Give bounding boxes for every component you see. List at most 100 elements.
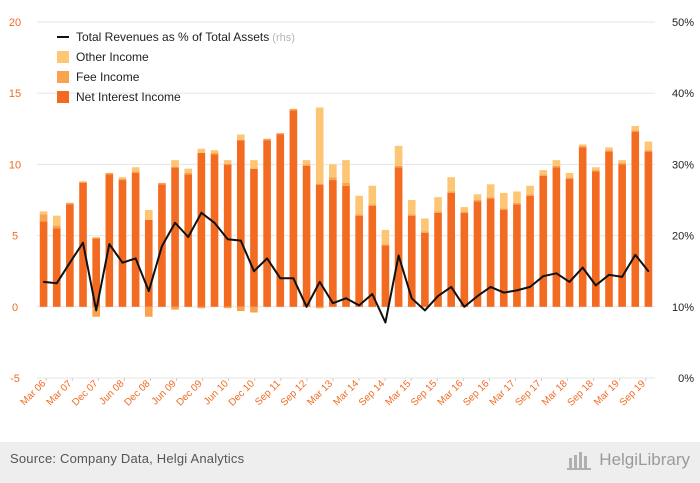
bar-segment bbox=[144, 306, 153, 317]
bar-segment bbox=[302, 164, 311, 166]
ratio-line-point bbox=[279, 277, 282, 280]
bar-segment bbox=[66, 202, 74, 205]
bar-segment bbox=[210, 150, 219, 154]
bar-segment bbox=[513, 202, 521, 205]
bar-segment bbox=[618, 160, 626, 163]
x-tick-label: Dec 08 bbox=[122, 378, 152, 408]
bar-segment bbox=[513, 191, 521, 203]
bar-segment bbox=[368, 204, 377, 206]
left-tick-label: -5 bbox=[10, 373, 20, 385]
ratio-line-point bbox=[621, 276, 623, 278]
legend-swatch bbox=[57, 51, 69, 63]
bar-segment bbox=[499, 208, 508, 210]
bar-segment bbox=[250, 306, 258, 313]
right-tick-label: 50% bbox=[672, 17, 694, 29]
bar-segment bbox=[605, 147, 613, 151]
bar-segment bbox=[236, 134, 245, 141]
right-tick-label: 40% bbox=[672, 88, 694, 100]
ratio-line bbox=[42, 211, 650, 324]
bar-segment bbox=[144, 219, 153, 307]
bar-segment bbox=[39, 214, 48, 222]
ratio-line-point bbox=[82, 241, 84, 244]
x-tick-label: Dec 10 bbox=[227, 378, 257, 408]
ratio-line-point bbox=[397, 254, 400, 257]
helgi-library-logo: HelgiLibrary bbox=[567, 448, 690, 472]
ratio-line-point bbox=[226, 238, 229, 240]
left-tick-label: 15 bbox=[9, 88, 21, 100]
ratio-line-point bbox=[253, 270, 255, 273]
x-tick-label: Mar 19 bbox=[592, 378, 622, 408]
bar-segment bbox=[578, 147, 587, 307]
x-tick-label: Sep 18 bbox=[566, 378, 596, 408]
bar-segment bbox=[184, 168, 193, 173]
bar-segment bbox=[460, 207, 469, 212]
bar-segment bbox=[631, 130, 640, 132]
bar-segment bbox=[552, 165, 561, 168]
bar-segment bbox=[592, 170, 600, 172]
ratio-line-point bbox=[121, 261, 124, 264]
ratio-line-point bbox=[292, 277, 295, 280]
bar-segment bbox=[539, 174, 548, 176]
bar-segment bbox=[394, 165, 403, 168]
bar-segment bbox=[381, 245, 390, 307]
bar-segment bbox=[302, 165, 311, 307]
x-tick-label: Mar 06 bbox=[19, 378, 49, 408]
x-tick-label: Dec 09 bbox=[175, 378, 205, 408]
ratio-line-point bbox=[647, 270, 650, 273]
bar-segment bbox=[526, 185, 534, 195]
bar-segment bbox=[302, 160, 311, 165]
bar-segment bbox=[434, 212, 442, 307]
bar-segment bbox=[618, 164, 626, 307]
ratio-line-point bbox=[240, 239, 242, 242]
bar-segment bbox=[578, 144, 587, 146]
x-tick-label: Jun 09 bbox=[150, 378, 179, 407]
ratio-line-point bbox=[108, 243, 111, 245]
ratio-line-point bbox=[266, 257, 268, 260]
ratio-line-point bbox=[147, 290, 150, 292]
ratio-line-point bbox=[542, 275, 545, 277]
bar-segment bbox=[315, 107, 324, 185]
bar-segment bbox=[52, 225, 61, 229]
bar-segment bbox=[447, 191, 456, 193]
bar-segment bbox=[236, 140, 245, 307]
bar-segment bbox=[342, 160, 350, 183]
library-building-icon bbox=[567, 452, 592, 470]
bar-segment bbox=[499, 209, 508, 307]
ratio-line-point bbox=[305, 306, 308, 308]
bar-segment bbox=[552, 167, 561, 307]
x-tick-label: Mar 07 bbox=[45, 378, 75, 408]
ratio-line-point bbox=[42, 281, 45, 283]
source-note: Source: Company Data, Helgi Analytics bbox=[10, 451, 245, 466]
ratio-line-point bbox=[489, 286, 492, 288]
bar-segment bbox=[144, 209, 153, 220]
bar-segment bbox=[92, 306, 100, 317]
ratio-line-point bbox=[555, 272, 558, 275]
ratio-line-point bbox=[187, 236, 190, 238]
bar-segment bbox=[92, 238, 100, 307]
ratio-line-point bbox=[332, 302, 334, 305]
right-tick-label: 20% bbox=[672, 231, 694, 243]
x-tick-label: Sep 19 bbox=[618, 378, 648, 408]
bar-segment bbox=[329, 164, 337, 178]
right-tick-label: 30% bbox=[672, 159, 694, 171]
ratio-line-point bbox=[318, 281, 321, 283]
bar-segment bbox=[618, 162, 626, 165]
ratio-line-point bbox=[213, 221, 216, 224]
legend: Total Revenues as % of Total Assets (rhs… bbox=[57, 30, 295, 104]
bar-segment bbox=[236, 306, 245, 312]
bar-segment bbox=[131, 172, 140, 307]
x-tick-label: Sep 15 bbox=[409, 378, 439, 408]
x-tick-label: Sep 16 bbox=[461, 378, 491, 408]
bar-segment bbox=[605, 151, 613, 307]
ratio-line-point bbox=[371, 293, 374, 295]
bar-segment bbox=[250, 160, 258, 169]
bar-segment bbox=[499, 192, 508, 209]
bar-segment bbox=[447, 192, 456, 307]
x-tick-label: Dec 07 bbox=[70, 378, 100, 408]
bar-segment bbox=[644, 141, 653, 151]
bar-segment bbox=[605, 150, 613, 152]
bar-segment bbox=[289, 108, 298, 111]
bar-segment bbox=[526, 194, 534, 196]
bar-segment bbox=[105, 172, 114, 175]
